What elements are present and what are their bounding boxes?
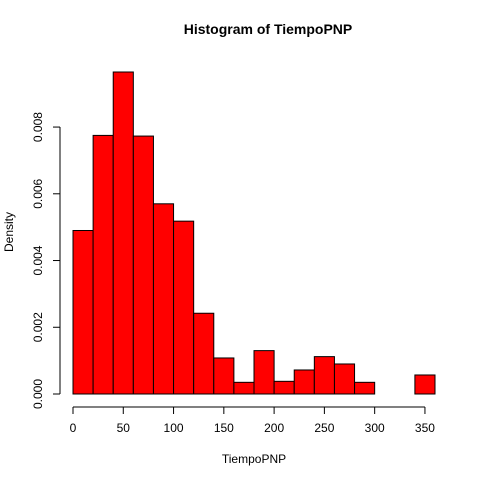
histogram-bar bbox=[213, 357, 235, 395]
y-axis: 0.000 0.002 0.004 0.006 0.008 bbox=[31, 112, 61, 409]
y-tick-label: 0.006 bbox=[31, 178, 45, 208]
histogram-bar bbox=[112, 71, 134, 395]
x-tick-label: 300 bbox=[365, 421, 385, 435]
x-tick-label: 100 bbox=[164, 421, 184, 435]
y-tick-label: 0.002 bbox=[31, 312, 45, 342]
chart-title: Histogram of TiempoPNP bbox=[184, 21, 353, 37]
x-tick-label: 50 bbox=[117, 421, 131, 435]
histogram-bar bbox=[173, 220, 195, 395]
histogram-bar bbox=[414, 374, 436, 395]
histogram-bar bbox=[273, 380, 295, 395]
y-tick-label: 0.008 bbox=[31, 112, 45, 142]
y-axis-label: Density bbox=[2, 212, 16, 252]
histogram-bar bbox=[253, 350, 275, 395]
histogram-bar bbox=[72, 229, 94, 395]
x-tick-label: 0 bbox=[70, 421, 77, 435]
histogram-bar bbox=[313, 356, 335, 395]
x-tick-label: 200 bbox=[264, 421, 284, 435]
histogram-bar bbox=[193, 312, 215, 395]
histogram-bar bbox=[132, 135, 154, 395]
x-tick-label: 150 bbox=[214, 421, 234, 435]
histogram-bar bbox=[233, 381, 255, 395]
histogram-bar bbox=[354, 381, 376, 395]
x-tick-label: 250 bbox=[314, 421, 334, 435]
histogram-bar bbox=[92, 134, 114, 395]
x-axis: 0 50 100 150 200 250 300 350 bbox=[70, 406, 435, 435]
x-tick-label: 350 bbox=[415, 421, 435, 435]
histogram-bar bbox=[333, 363, 356, 395]
bars-group bbox=[72, 71, 436, 395]
histogram-bar bbox=[293, 369, 315, 395]
y-tick-label: 0.004 bbox=[31, 245, 45, 275]
y-tick-label: 0.000 bbox=[31, 379, 45, 409]
x-axis-label: TiempoPNP bbox=[222, 452, 286, 466]
histogram-bar bbox=[152, 203, 175, 395]
